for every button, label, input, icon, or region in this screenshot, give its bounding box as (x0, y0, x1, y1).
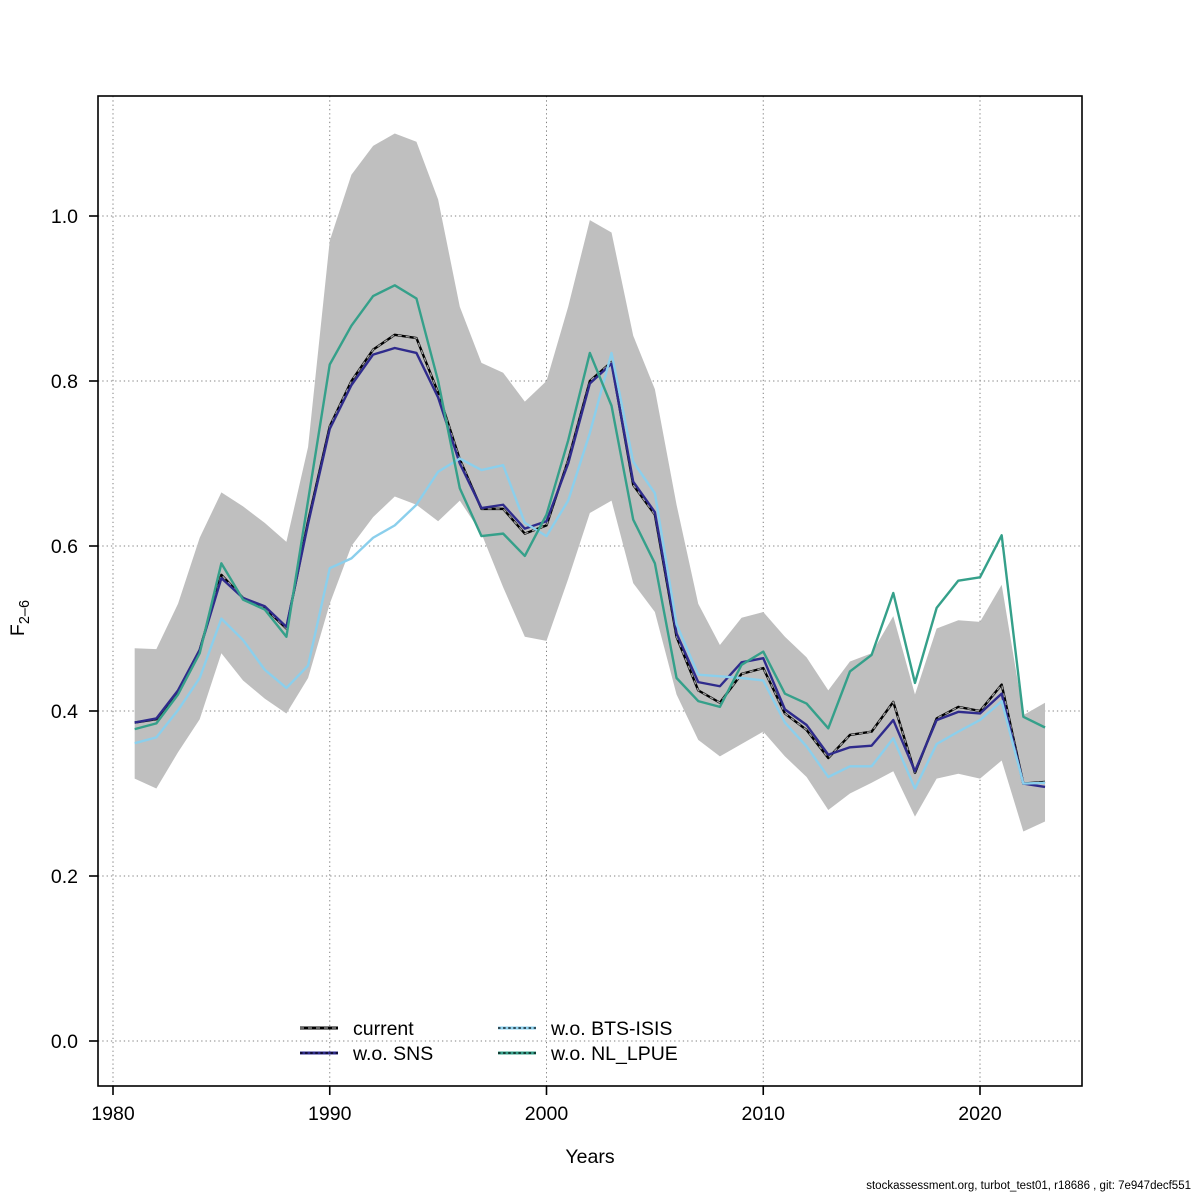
legend-label: w.o. SNS (352, 1043, 433, 1065)
confidence-band (134, 133, 1046, 832)
y-tick-label: 0.6 (51, 536, 78, 558)
y-tick-label: 0.0 (51, 1031, 78, 1053)
legend: current w.o. SNS w.o. BTS-ISIS w.o. NL_LPUE (300, 1018, 678, 1065)
axes: 1980 1990 2000 2010 2020 0.0 0.2 0.4 0.6 0.8 1.0 (51, 206, 1002, 1125)
x-tick-label: 1990 (308, 1103, 352, 1125)
x-tick-label: 2000 (525, 1103, 569, 1125)
line-w-o-nl-lpue (134, 284, 1046, 731)
legend-label: current (353, 1018, 414, 1040)
y-axis-title: F2–6 (7, 600, 33, 636)
plot-border (97, 95, 1083, 1087)
confidence-band-polygon (134, 133, 1046, 832)
x-tick-label: 1980 (91, 1103, 135, 1125)
x-tick-label: 2020 (958, 1103, 1002, 1125)
line-w-o-sns (134, 346, 1046, 789)
x-axis-title: Years (565, 1146, 614, 1168)
series-lines (134, 284, 1046, 790)
x-tick-label: 2010 (742, 1103, 786, 1125)
line-w-o-bts-isis (134, 351, 1046, 790)
y-tick-label: 0.4 (51, 701, 78, 723)
legend-label: w.o. BTS-ISIS (550, 1018, 672, 1040)
y-tick-label: 0.8 (51, 371, 78, 393)
legend-label: w.o. NL_LPUE (550, 1043, 678, 1065)
y-tick-label: 0.2 (51, 866, 78, 888)
y-tick-label: 1.0 (51, 206, 78, 228)
footer-attribution: stockassessment.org, turbot_test01, r186… (866, 1180, 1191, 1192)
line-current-dash-overlay (134, 334, 1046, 785)
